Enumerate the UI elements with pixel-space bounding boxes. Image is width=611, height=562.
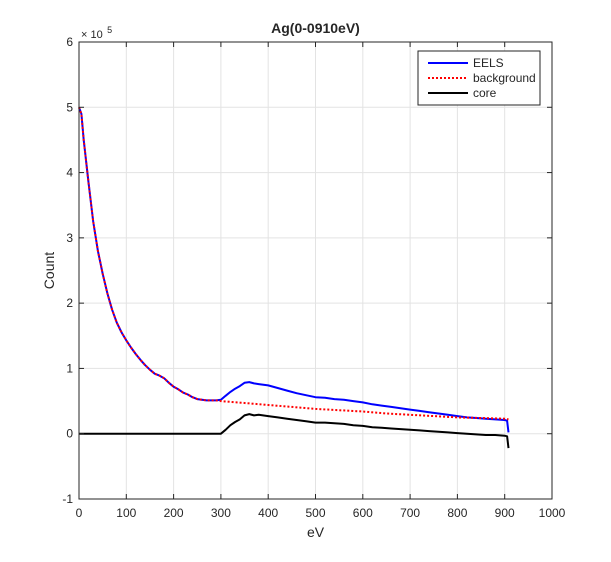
legend-label-background: background bbox=[473, 71, 536, 85]
y-tick-label: 5 bbox=[66, 100, 73, 114]
y-axis-exponent: × 10 5 bbox=[81, 25, 112, 42]
axis-ticks: 0 100 200 300 400 500 600 700 800 900 1000-1012345… bbox=[62, 35, 565, 520]
y-tick-label: 6 bbox=[66, 35, 73, 49]
y-tick-label: 2 bbox=[66, 296, 73, 310]
y-tick-label: 1 bbox=[66, 361, 73, 375]
chart-title: Ag(0-0910eV) bbox=[271, 20, 360, 36]
x-tick-label: 600 bbox=[353, 506, 373, 520]
x-tick-label: 800 bbox=[447, 506, 467, 520]
x-axis-label: eV bbox=[307, 524, 325, 540]
y-axis-exponent-base: × 10 bbox=[81, 29, 103, 41]
x-tick-label: 700 bbox=[400, 506, 420, 520]
legend-label-core: core bbox=[473, 86, 497, 100]
y-tick-label: 3 bbox=[66, 231, 73, 245]
y-axis-exponent-power: 5 bbox=[107, 25, 112, 35]
legend-label-EELS: EELS bbox=[473, 56, 504, 70]
y-tick-label: 0 bbox=[66, 427, 73, 441]
y-tick-label: 4 bbox=[66, 166, 73, 180]
x-tick-label: 0 bbox=[76, 506, 83, 520]
x-tick-label: 900 bbox=[495, 506, 515, 520]
x-tick-label: 200 bbox=[164, 506, 184, 520]
x-tick-label: 100 bbox=[116, 506, 136, 520]
x-tick-label: 300 bbox=[211, 506, 231, 520]
x-tick-label: 1000 bbox=[539, 506, 566, 520]
x-tick-label: 400 bbox=[258, 506, 278, 520]
series-line-core bbox=[79, 413, 510, 449]
series-layer bbox=[78, 106, 510, 449]
series-line-background bbox=[78, 106, 509, 421]
x-tick-label: 500 bbox=[305, 506, 325, 520]
y-tick-label: -1 bbox=[62, 492, 73, 506]
y-axis-label: Count bbox=[41, 252, 57, 289]
legend-box bbox=[417, 50, 541, 106]
